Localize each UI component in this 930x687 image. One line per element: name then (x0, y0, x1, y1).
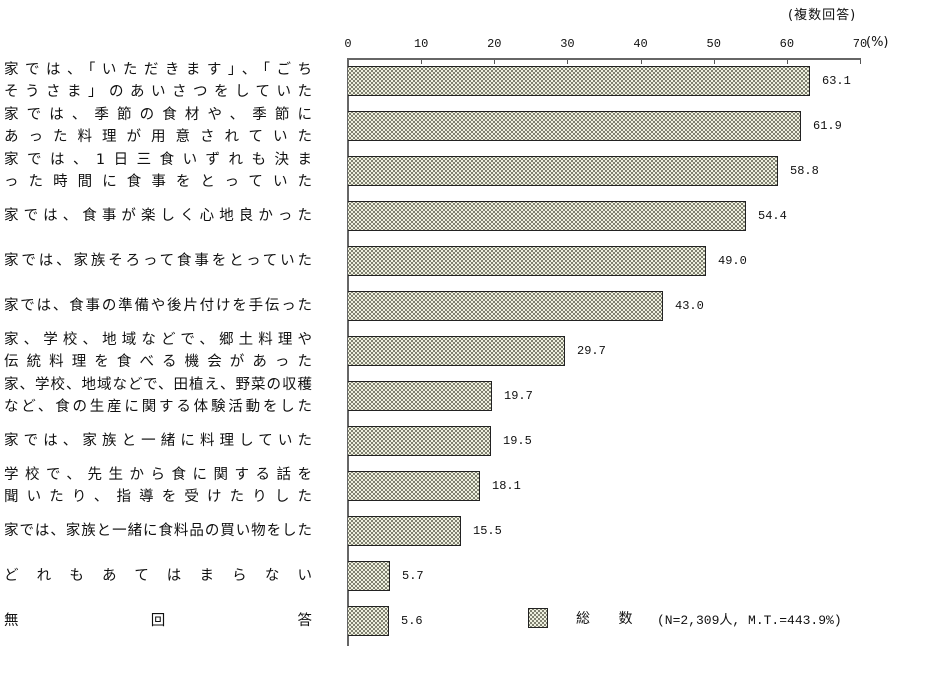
multiple-answer-note: (複数回答) (788, 8, 857, 23)
bar-value-label: 58.8 (790, 164, 819, 178)
category-label-line: 家、学校、地域などで、田植え、野菜の収穫 (4, 377, 312, 393)
category-label-line: など、食の生産に関する体験活動をした (4, 399, 312, 415)
bar (348, 381, 492, 411)
x-tick-mark (567, 58, 568, 64)
bar (348, 66, 810, 96)
x-tick-label: 20 (487, 37, 502, 51)
category-label-line: 家では、1日三食いずれも決ま (4, 152, 312, 168)
bar-value-label: 29.7 (577, 344, 606, 358)
category-label: 無回答 (4, 610, 312, 632)
category-label: 家では、季節の食材や、季節に あった料理が用意されていた (4, 104, 312, 148)
category-label-line: 家では、家族と一緒に食料品の買い物をした (4, 523, 312, 539)
category-label-line: 家では、食事が楽しく心地良かった (4, 208, 312, 224)
legend-swatch (528, 608, 548, 628)
bar-value-label: 19.5 (503, 434, 532, 448)
bar (348, 291, 663, 321)
category-label: 家、学校、地域などで、田植え、野菜の収穫 など、食の生産に関する体験活動をした (4, 374, 312, 418)
bar (348, 246, 706, 276)
bar-value-label: 61.9 (813, 119, 842, 133)
category-label: 学校で、先生から食に関する話を 聞いたり、指導を受けたりした (4, 464, 312, 508)
bar (348, 336, 565, 366)
category-label-line: 家では、季節の食材や、季節に (4, 107, 312, 123)
bar-value-label: 18.1 (492, 479, 521, 493)
bar (348, 156, 778, 186)
category-label: 家、学校、地域などで、郷土料理や 伝統料理を食べる機会があった (4, 329, 312, 373)
bar-value-label: 49.0 (718, 254, 747, 268)
category-label: 家では、家族と一緒に料理していた (4, 430, 312, 452)
category-label-line: 伝統料理を食べる機会があった (4, 354, 312, 370)
category-label-line: そうさま」のあいさつをしていた (4, 84, 312, 100)
bar (348, 426, 491, 456)
x-tick-label: 60 (779, 37, 795, 51)
category-label-line: 学校で、先生から食に関する話を (4, 467, 312, 483)
x-tick-label: 0 (344, 37, 352, 51)
category-label-line: 家では、「いただきます」、「ごち (4, 62, 312, 78)
bar-value-label: 5.7 (402, 569, 424, 583)
category-label: 家では、家族そろって食事をとっていた (4, 250, 312, 272)
category-label: どれもあてはまらない (4, 565, 312, 587)
x-tick-mark (421, 58, 422, 64)
bar (348, 606, 389, 636)
bar (348, 111, 801, 141)
category-label-line: 家では、家族と一緒に料理していた (4, 433, 312, 449)
category-label-line: った時間に食事をとっていた (4, 174, 312, 190)
bar-value-label: 43.0 (675, 299, 704, 313)
category-label-line: どれもあてはまらない (4, 568, 312, 584)
bar-value-label: 54.4 (758, 209, 787, 223)
x-tick-mark (787, 58, 788, 64)
x-axis-unit: (%) (866, 35, 889, 50)
category-label-line: 家、学校、地域などで、郷土料理や (4, 332, 312, 348)
x-tick-label: 70 (852, 37, 868, 51)
bar-value-label: 19.7 (504, 389, 533, 403)
category-label: 家では、食事の準備や後片付けを手伝った (4, 295, 312, 317)
bar (348, 561, 390, 591)
category-label-line: 聞いたり、指導を受けたりした (4, 489, 312, 505)
x-tick-label: 50 (706, 37, 721, 51)
legend-sample-info: (N=2,309人, M.T.=443.9%) (657, 613, 842, 628)
bar-value-label: 63.1 (822, 74, 851, 88)
bar-value-label: 5.6 (401, 614, 423, 628)
category-label-line: 家では、家族そろって食事をとっていた (4, 253, 312, 269)
bar (348, 516, 461, 546)
category-label: 家では、「いただきます」、「ごち そうさま」のあいさつをしていた (4, 59, 312, 103)
x-tick-mark (641, 58, 642, 64)
x-tick-mark (494, 58, 495, 64)
category-label-line: あった料理が用意されていた (4, 129, 312, 145)
x-tick-label: 10 (413, 37, 429, 51)
legend-label: 総 数 (576, 611, 645, 627)
x-tick-mark (860, 58, 861, 64)
category-label: 家では、家族と一緒に食料品の買い物をした (4, 520, 312, 542)
bar (348, 471, 480, 501)
bar (348, 201, 746, 231)
x-tick-mark (714, 58, 715, 64)
category-label: 家では、食事が楽しく心地良かった (4, 205, 312, 227)
x-tick-label: 30 (560, 37, 575, 51)
bar-value-label: 15.5 (473, 524, 502, 538)
x-axis-line (347, 58, 861, 60)
category-label-line: 家では、食事の準備や後片付けを手伝った (4, 298, 312, 314)
x-tick-label: 40 (633, 37, 648, 51)
category-label-line: 無回答 (4, 613, 312, 629)
category-label: 家では、1日三食いずれも決ま った時間に食事をとっていた (4, 149, 312, 193)
